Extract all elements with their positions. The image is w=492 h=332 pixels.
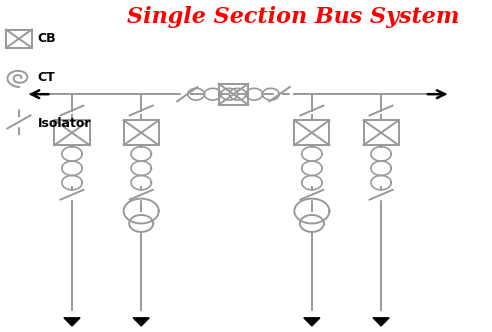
- Bar: [294, 120, 330, 145]
- Bar: [218, 84, 248, 105]
- Polygon shape: [304, 318, 320, 326]
- Bar: [55, 120, 90, 145]
- Text: Single Section Bus System: Single Section Bus System: [127, 6, 460, 28]
- Text: CB: CB: [37, 32, 56, 45]
- Bar: [6, 30, 32, 48]
- Text: CT: CT: [37, 71, 55, 84]
- Bar: [364, 120, 399, 145]
- Bar: [123, 120, 159, 145]
- Polygon shape: [64, 318, 80, 326]
- Polygon shape: [373, 318, 389, 326]
- Text: Isolator: Isolator: [37, 117, 91, 130]
- Polygon shape: [133, 318, 149, 326]
